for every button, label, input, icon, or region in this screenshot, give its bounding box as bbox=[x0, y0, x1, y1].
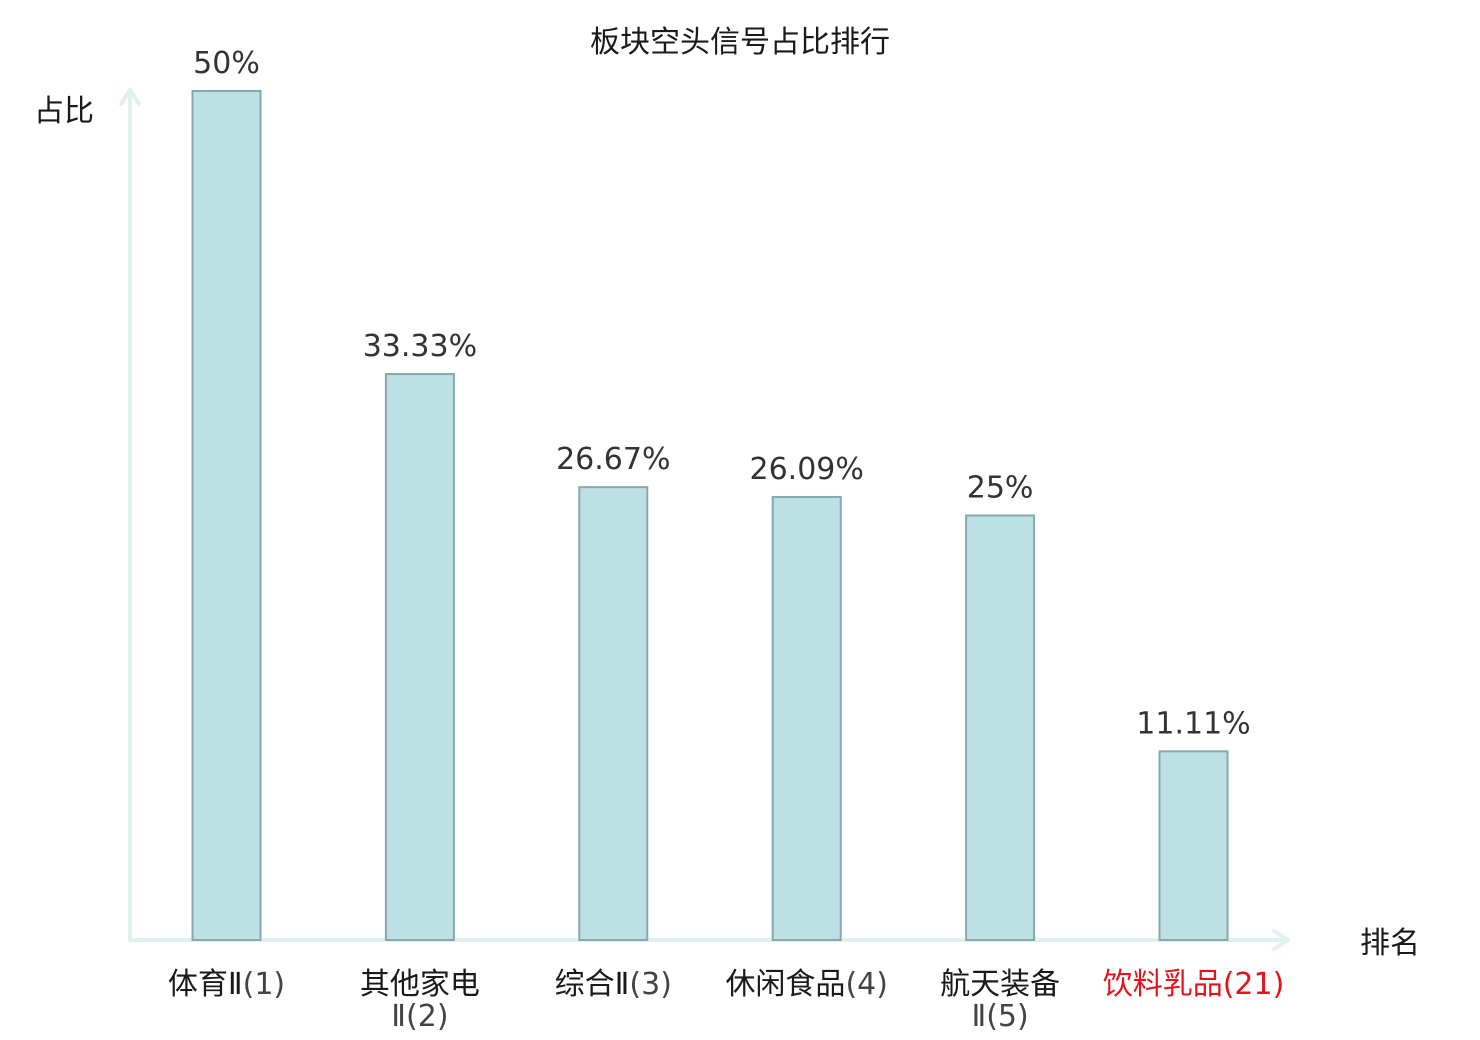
bar bbox=[965, 514, 1036, 941]
category-label: 休闲食品(4) bbox=[725, 967, 888, 1002]
category-rank-label: Ⅱ(5) bbox=[971, 999, 1028, 1034]
bar-series bbox=[191, 90, 1229, 942]
bar bbox=[771, 495, 842, 941]
bar bbox=[1158, 750, 1229, 941]
bar-value-label: 26.09% bbox=[750, 452, 864, 487]
category-rank-label: Ⅱ(2) bbox=[391, 999, 448, 1034]
x-axis-label: 排名 bbox=[1360, 926, 1420, 961]
category-label: 饮料乳品(21) bbox=[1103, 967, 1285, 1002]
x-axis-arrow bbox=[1272, 929, 1290, 951]
y-axis-label: 占比 bbox=[34, 94, 94, 129]
bar-value-label: 26.67% bbox=[556, 442, 670, 477]
axes bbox=[119, 88, 1290, 951]
category-label: 航天装备 bbox=[940, 967, 1060, 1002]
chart-title: 板块空头信号占比排行 bbox=[590, 25, 890, 60]
bar-value-label: 33.33% bbox=[363, 329, 477, 364]
bar-value-label: 11.11% bbox=[1136, 706, 1250, 741]
bar bbox=[578, 486, 649, 941]
category-label: 其他家电 bbox=[360, 967, 480, 1002]
bar bbox=[384, 373, 455, 942]
bar bbox=[191, 90, 262, 941]
value-labels: 50% 33.33% 26.67% 26.09% 25% 11.11% bbox=[193, 46, 1251, 741]
bar-value-label: 25% bbox=[967, 471, 1034, 506]
category-label: 体育Ⅱ(1) bbox=[168, 967, 285, 1002]
y-axis-arrow bbox=[119, 88, 141, 106]
bar-value-label: 50% bbox=[193, 46, 260, 81]
category-label: 综合Ⅱ(3) bbox=[555, 967, 672, 1002]
